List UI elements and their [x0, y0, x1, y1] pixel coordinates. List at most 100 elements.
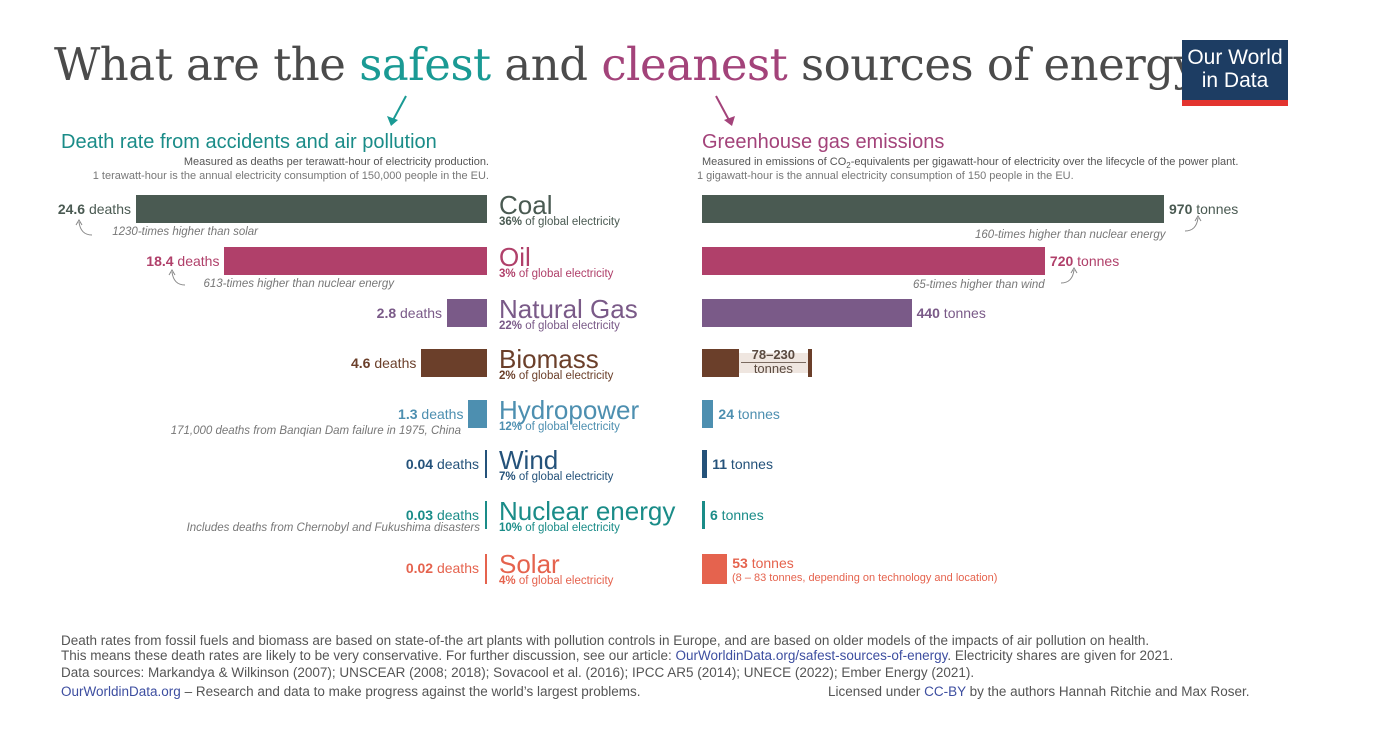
ghg-annotation-coal: 160-times higher than nuclear energy	[975, 229, 1166, 241]
death-annotation-hydropower: 171,000 deaths from Banqian Dam failure …	[170, 425, 461, 437]
source-share-biomass: 2% of global electricity	[499, 370, 613, 382]
death-bar-wind	[485, 450, 487, 478]
right-panel-note: 1 gigawatt-hour is the annual electricit…	[697, 170, 1074, 182]
footer-line-2-b: . Electricity shares are given for 2021.	[947, 648, 1174, 663]
ghg-value-coal: 970	[1169, 201, 1193, 217]
ghg-value-wind: 11	[712, 456, 728, 472]
source-name-nuclear-energy: Nuclear energy	[499, 496, 676, 526]
death-value-natural-gas: 2.8	[376, 305, 397, 321]
death-annotation-arrow-icon-oil	[167, 268, 189, 294]
death-bar-oil	[224, 247, 487, 275]
death-unit-natural-gas: deaths	[396, 305, 443, 321]
death-label-coal: 24.6 deaths	[58, 201, 131, 217]
death-value-coal: 24.6	[57, 201, 86, 217]
source-name-solar: Solar	[499, 549, 560, 579]
logo-line-2: in Data	[1201, 69, 1269, 92]
title-part-2: and	[490, 38, 602, 91]
share-value-biomass: 2%	[499, 370, 516, 382]
ghg-range-bracket-biomass	[741, 362, 806, 363]
footer-license: Licensed under CC-BY by the authors Hann…	[828, 684, 1250, 699]
cc-by-link[interactable]: CC-BY	[924, 684, 966, 699]
death-bar-nuclear-energy	[485, 501, 487, 529]
ghg-unit-oil: tonnes	[1073, 253, 1120, 269]
our-world-in-data-logo[interactable]: Our World in Data	[1182, 40, 1288, 106]
ghg-bar-coal	[702, 195, 1164, 223]
death-value-wind: 0.04	[405, 456, 434, 472]
title-part-1: What are the	[54, 38, 360, 91]
ghg-label-natural-gas: 440 tonnes	[917, 305, 986, 321]
death-unit-wind: deaths	[433, 456, 479, 472]
page-title: What are the safest and cleanest sources…	[54, 38, 1223, 91]
death-unit-nuclear-energy: deaths	[433, 507, 479, 523]
source-share-hydropower: 12% of global electricity	[499, 421, 620, 433]
share-text-oil: of global electricity	[515, 268, 614, 280]
ghg-value-hydropower: 24	[718, 406, 734, 422]
share-value-solar: 4%	[499, 575, 516, 587]
source-name-natural-gas: Natural Gas	[499, 294, 638, 324]
footer-line-1: Death rates from fossil fuels and biomas…	[61, 633, 1150, 648]
share-text-natural-gas: of global electricity	[522, 320, 620, 332]
ghg-bar-hydropower	[702, 400, 714, 428]
right-panel-heading: Greenhouse gas emissions	[702, 131, 945, 153]
share-text-wind: of global electricity	[515, 471, 614, 483]
title-cleanest: cleanest	[601, 38, 788, 91]
death-annotation-nuclear-energy: Includes deaths from Chernobyl and Fukus…	[186, 522, 480, 534]
ghg-value-oil: 720	[1049, 253, 1074, 269]
ghg-annotation-oil: 65-times higher than wind	[913, 279, 1045, 291]
ghg-range-band-biomass	[739, 353, 812, 373]
death-value-biomass: 4.6	[350, 355, 371, 371]
death-unit-oil: deaths	[173, 253, 220, 269]
ghg-value-nuclear-energy: 6	[710, 507, 718, 523]
death-bar-natural-gas	[447, 299, 487, 327]
source-name-biomass: Biomass	[499, 344, 599, 374]
ghg-value-solar: 53	[732, 555, 748, 571]
license-authors: by the authors Hannah Ritchie and Max Ro…	[965, 684, 1250, 699]
source-share-wind: 7% of global electricity	[499, 471, 613, 483]
share-text-nuclear-energy: of global electricity	[522, 522, 620, 534]
ghg-unit-natural-gas: tonnes	[939, 305, 986, 321]
title-part-3: sources of energy?	[787, 38, 1223, 91]
share-value-natural-gas: 22%	[499, 320, 523, 332]
left-panel-subtitle: Measured as deaths per terawatt-hour of …	[183, 156, 489, 168]
death-bar-hydropower	[468, 400, 487, 428]
death-label-solar: 0.02 deaths	[406, 560, 479, 576]
right-subtitle-a: Measured in emissions of CO	[702, 156, 847, 168]
ghg-label-biomass: 78–230 tonnes	[739, 348, 807, 376]
death-bar-solar	[485, 554, 487, 584]
source-name-oil: Oil	[499, 242, 531, 272]
ghg-bar-nuclear-energy	[702, 501, 705, 529]
source-share-nuclear-energy: 10% of global electricity	[499, 522, 620, 534]
safest-pointer-arrow	[387, 95, 407, 126]
source-name-coal: Coal	[499, 190, 553, 220]
article-link[interactable]: OurWorldinData.org/safest-sources-of-ene…	[675, 648, 948, 663]
left-panel-heading: Death rate from accidents and air pollut…	[61, 131, 437, 153]
source-name-wind: Wind	[499, 445, 559, 475]
owid-home-link[interactable]: OurWorldinData.org	[61, 684, 181, 699]
title-safest: safest	[359, 38, 491, 91]
share-value-wind: 7%	[499, 471, 516, 483]
death-unit-solar: deaths	[433, 560, 479, 576]
death-annotation-arrow-icon-coal	[74, 218, 96, 244]
ghg-label-coal: 970 tonnes	[1169, 201, 1238, 217]
right-subtitle-b: -equivalents per gigawatt-hour of electr…	[850, 156, 1239, 168]
ghg-label-solar: 53 tonnes	[732, 555, 794, 571]
ghg-unit-solar: tonnes	[747, 555, 794, 571]
death-unit-hydropower: deaths	[417, 406, 464, 422]
footer-tagline: – Research and data to make progress aga…	[180, 684, 641, 699]
death-annotation-coal: 1230-times higher than solar	[112, 226, 258, 238]
death-bar-biomass	[421, 349, 487, 377]
death-label-wind: 0.04 deaths	[406, 456, 479, 472]
ghg-label-hydropower: 24 tonnes	[718, 406, 780, 422]
ghg-annotation-solar: (8 – 83 tonnes, depending on technology …	[732, 572, 998, 584]
death-unit-biomass: deaths	[370, 355, 417, 371]
death-value-nuclear-energy: 0.03	[405, 507, 434, 523]
ghg-annotation-arrow-icon-oil	[1059, 266, 1081, 292]
death-value-solar: 0.02	[405, 560, 434, 576]
death-label-biomass: 4.6 deaths	[351, 355, 416, 371]
death-label-nuclear-energy: 0.03 deaths	[406, 507, 479, 523]
death-label-natural-gas: 2.8 deaths	[377, 305, 442, 321]
ghg-unit-nuclear-energy: tonnes	[717, 507, 764, 523]
logo-line-1: Our World	[1187, 46, 1283, 69]
license-prefix: Licensed under	[828, 684, 925, 699]
ghg-range-end-biomass	[807, 349, 812, 377]
